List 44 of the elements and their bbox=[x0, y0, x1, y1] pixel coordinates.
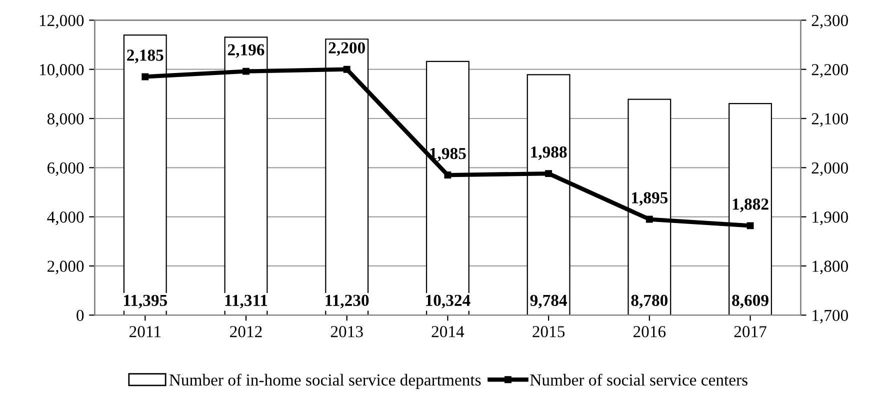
data-label: 10,324 bbox=[426, 294, 470, 308]
data-label: 1,895 bbox=[632, 192, 668, 206]
y-tick-label: 10,000 bbox=[40, 64, 84, 78]
x-tick-label: 2013 bbox=[330, 326, 363, 338]
y-tick-label: 6,000 bbox=[48, 162, 84, 176]
x-tick-label: 2016 bbox=[633, 326, 666, 338]
y-tick-label: 12,000 bbox=[40, 14, 84, 29]
x-tick-label: 2012 bbox=[230, 326, 262, 338]
point bbox=[142, 73, 149, 80]
y2-tick-label: 2,300 bbox=[812, 14, 848, 29]
point bbox=[242, 68, 250, 75]
data-label: 2,196 bbox=[228, 44, 264, 58]
data-label: 11,395 bbox=[124, 294, 167, 308]
point bbox=[646, 216, 653, 223]
data-label: 11,311 bbox=[225, 294, 268, 308]
data-label: 1,882 bbox=[732, 198, 768, 212]
data-label: 9,784 bbox=[530, 294, 568, 308]
data-label: 2,185 bbox=[127, 50, 164, 64]
data-label: 11,230 bbox=[326, 294, 369, 308]
x-tick-label: 2014 bbox=[432, 326, 464, 338]
data-label: 1,985 bbox=[430, 148, 466, 162]
point bbox=[444, 172, 452, 179]
x-tick-label: 2015 bbox=[532, 326, 565, 338]
y2-tick-label: 1,900 bbox=[812, 212, 848, 226]
y-tick-label: 2,000 bbox=[48, 260, 84, 274]
point bbox=[746, 222, 754, 230]
y-tick-label: 8,000 bbox=[47, 113, 84, 127]
y2-tick-label: 2,100 bbox=[812, 113, 848, 127]
data-label: 8,780 bbox=[631, 294, 668, 308]
x-tick-label: 2017 bbox=[734, 326, 766, 338]
x-tick-label: 2011 bbox=[130, 326, 160, 338]
y2-tick-label: 1,700 bbox=[812, 310, 848, 324]
y-tick-label: 0 bbox=[76, 310, 84, 322]
y2-tick-label: 1,800 bbox=[812, 260, 848, 274]
y2-tick-label: 2,200 bbox=[812, 64, 848, 78]
legend-label: Number of social service centers bbox=[530, 374, 748, 386]
point bbox=[343, 66, 350, 73]
data-label: 1,988 bbox=[531, 146, 567, 160]
y-tick-label: 4,000 bbox=[47, 212, 84, 226]
y2-tick-label: 2,000 bbox=[812, 162, 848, 176]
legend-label: Number of in-home social service departments bbox=[169, 374, 481, 389]
point bbox=[545, 170, 552, 178]
data-label: 8,609 bbox=[732, 294, 768, 308]
data-label: 2,200 bbox=[328, 42, 365, 56]
